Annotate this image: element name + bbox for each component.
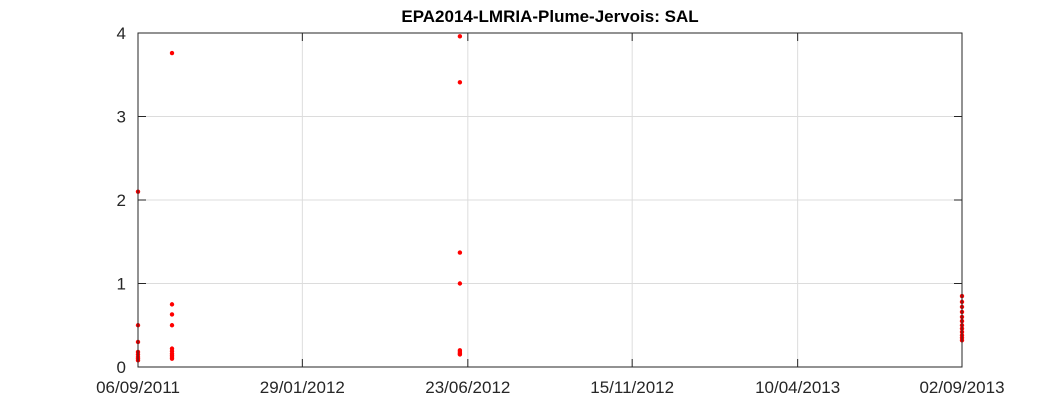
y-tick-label: 2 xyxy=(117,191,126,210)
data-points xyxy=(135,34,965,363)
x-tick-label: 06/09/2011 xyxy=(96,378,180,397)
y-tick-label: 3 xyxy=(117,108,126,127)
chart-title: EPA2014-LMRIA-Plume-Jervois: SAL xyxy=(401,7,698,26)
data-point xyxy=(169,302,175,307)
data-point xyxy=(457,250,463,255)
x-tick-label: 15/11/2012 xyxy=(590,378,674,397)
data-point xyxy=(169,312,175,317)
data-point xyxy=(169,356,175,361)
data-point xyxy=(457,281,463,286)
data-point xyxy=(169,323,175,328)
data-point xyxy=(169,50,175,56)
data-point xyxy=(457,80,463,85)
grid-lines xyxy=(137,32,963,368)
y-tick-label: 4 xyxy=(117,24,126,43)
y-tick-label: 1 xyxy=(117,275,126,294)
data-point xyxy=(457,352,463,357)
x-tick-label: 02/09/2013 xyxy=(919,378,1004,397)
y-tick-label: 0 xyxy=(117,358,126,377)
x-tick-label: 23/06/2012 xyxy=(425,378,510,397)
tick-labels: 06/09/2011 29/01/2012 23/06/2012 15/11/2012… xyxy=(96,24,1004,397)
data-point xyxy=(457,34,463,39)
axis-ticks xyxy=(137,32,963,368)
x-tick-label: 10/04/2013 xyxy=(755,378,840,397)
x-tick-label: 29/01/2012 xyxy=(260,378,345,397)
